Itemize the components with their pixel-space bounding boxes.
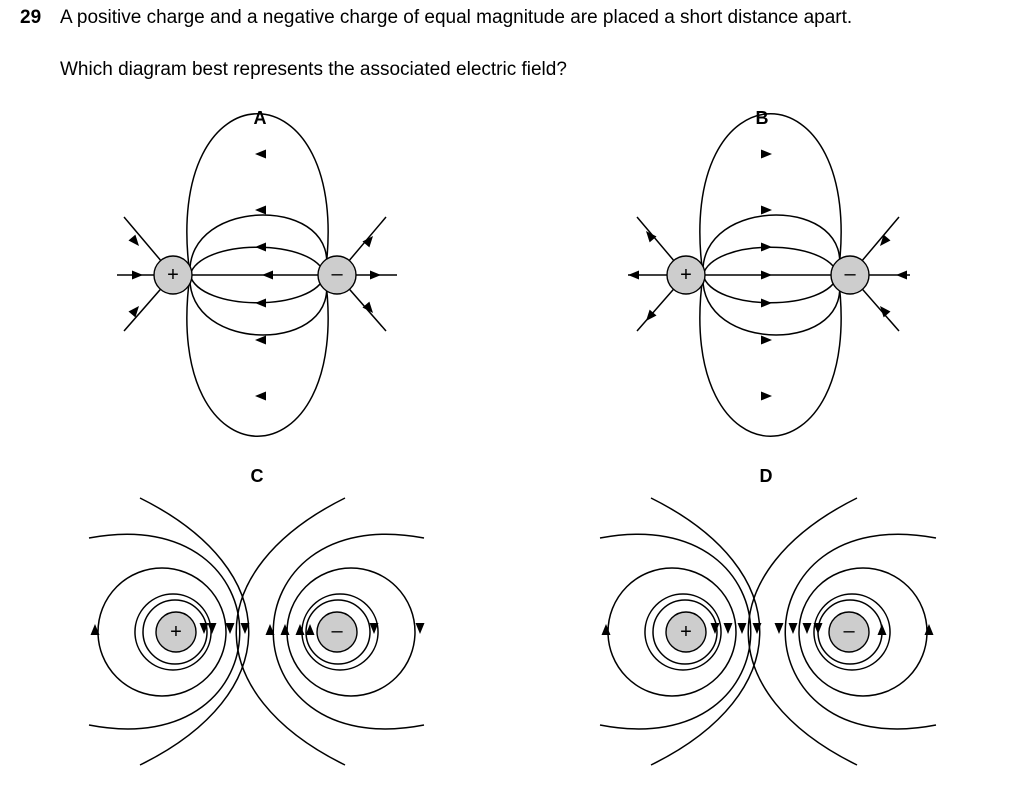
field-arrow (761, 335, 772, 345)
field-loop (652, 599, 718, 665)
field-arrow (761, 270, 772, 280)
field-arrow (262, 270, 273, 280)
field-line (747, 497, 858, 766)
field-line (702, 246, 839, 276)
field-loop (798, 567, 928, 697)
field-line (139, 497, 250, 766)
diagram-d: + – (599, 497, 937, 766)
field-arrow (207, 623, 217, 634)
field-arrow (255, 391, 266, 401)
negative-charge (828, 611, 870, 653)
positive-charge (155, 611, 197, 653)
negative-sign: – (844, 263, 856, 285)
field-loop (142, 599, 208, 665)
field-line (235, 497, 346, 766)
negative-sign: – (331, 263, 343, 285)
field-arrow (802, 623, 812, 634)
field-line (189, 274, 326, 304)
diagram-c: + – (88, 497, 425, 766)
positive-charge (666, 255, 706, 295)
question-number: 29 (20, 7, 42, 28)
field-line (189, 214, 328, 276)
field-arrow (255, 205, 266, 215)
field-loop (607, 567, 737, 697)
positive-sign: + (167, 264, 179, 286)
negative-charge (317, 255, 357, 295)
field-line (272, 533, 425, 730)
field-arrow (761, 149, 772, 159)
field-line (699, 274, 842, 437)
field-arrow (788, 623, 798, 634)
field-arrow (761, 391, 772, 401)
option-b-label: B (755, 108, 769, 128)
field-arrow (415, 623, 425, 634)
diagram-b: + – (628, 113, 910, 437)
field-arrow (710, 623, 720, 634)
field-arrow (877, 624, 887, 635)
positive-sign: + (170, 621, 182, 643)
field-line (88, 533, 241, 730)
field-arrow (601, 624, 611, 635)
positive-charge (665, 611, 707, 653)
negative-sign: – (331, 620, 343, 642)
field-arrow (255, 242, 266, 252)
field-loop (813, 593, 891, 671)
positive-charge (153, 255, 193, 295)
option-c-label: C (250, 466, 264, 486)
field-arrow (132, 270, 143, 280)
field-line (186, 113, 329, 276)
field-loop (301, 593, 379, 671)
field-arrow (737, 623, 747, 634)
field-arrow (255, 298, 266, 308)
field-line (784, 533, 937, 730)
field-arrow (876, 303, 891, 318)
option-a-label: A (253, 108, 267, 128)
field-arrow (761, 242, 772, 252)
field-line (189, 274, 328, 336)
field-line (702, 274, 841, 336)
question-text: A positive charge and a negative charge … (60, 7, 853, 28)
field-line (702, 214, 841, 276)
field-line (699, 113, 842, 276)
field-loop (134, 593, 212, 671)
field-arrow (642, 228, 657, 243)
positive-sign: + (680, 621, 692, 643)
field-line (189, 246, 326, 276)
field-arrow (255, 335, 266, 345)
field-arrow (774, 623, 784, 634)
field-arrow (723, 623, 733, 634)
field-arrow (761, 205, 772, 215)
diagram-a: + – (117, 113, 397, 437)
field-arrow (761, 298, 772, 308)
field-loop (817, 599, 883, 665)
field-loop (286, 567, 416, 697)
negative-sign: – (843, 620, 855, 642)
field-line (186, 274, 329, 437)
positive-sign: + (680, 264, 692, 286)
field-loop (644, 593, 722, 671)
field-arrow (128, 303, 143, 318)
field-arrow (370, 270, 381, 280)
field-arrow (896, 270, 907, 280)
field-line (650, 497, 761, 766)
field-loop (97, 567, 227, 697)
question-prompt: Which diagram best represents the associ… (60, 59, 567, 80)
negative-charge (830, 255, 870, 295)
field-arrow (280, 624, 290, 635)
field-arrow (362, 301, 377, 316)
field-arrow (225, 623, 235, 634)
field-loop (305, 599, 371, 665)
field-arrow (362, 233, 377, 248)
field-line (599, 533, 752, 730)
negative-charge (316, 611, 358, 653)
field-arrow (924, 624, 934, 635)
field-arrow (255, 149, 266, 159)
option-d-label: D (759, 466, 773, 486)
field-arrow (628, 270, 639, 280)
field-line (702, 274, 839, 304)
